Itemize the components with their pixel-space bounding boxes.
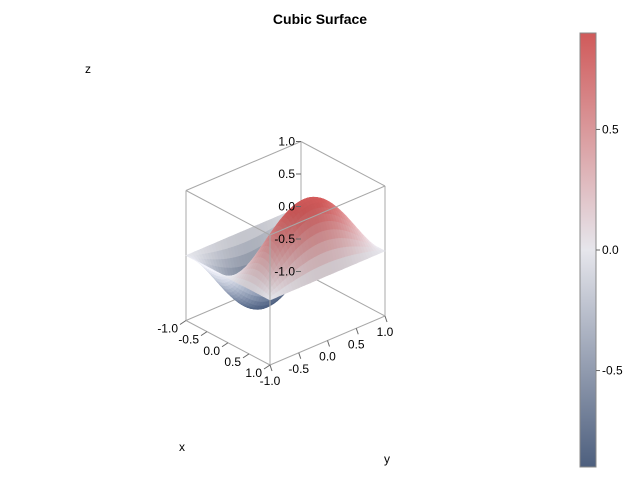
y-tick-label: 0.5 — [348, 337, 365, 351]
box-edge — [269, 185, 386, 236]
colorbar-tick-label: 0.5 — [602, 122, 619, 136]
x-tick-label: 0.5 — [224, 355, 241, 369]
z-tick-label: 0.5 — [278, 167, 295, 181]
chart-title: Cubic Surface — [273, 11, 367, 27]
surface — [185, 196, 386, 310]
y-tick-mark — [269, 364, 273, 372]
z-tick-label: 0.0 — [278, 200, 295, 214]
x-tick-mark — [179, 320, 187, 325]
y-tick-mark — [355, 328, 359, 335]
x-tick-mark — [263, 364, 271, 370]
y-tick-mark — [384, 315, 388, 323]
box-edge — [185, 190, 271, 236]
colorbar-tick-label: -0.5 — [602, 364, 623, 378]
x-tick-label: 0.0 — [203, 344, 220, 358]
x-tick-mark — [200, 331, 208, 337]
x-tick-mark — [221, 342, 229, 348]
x-tick-label: 1.0 — [245, 366, 262, 380]
surface-patch — [379, 249, 386, 253]
y-tick-label: 0.0 — [319, 350, 336, 364]
x-axis-label: x — [179, 440, 185, 454]
y-axis-label: y — [384, 452, 390, 466]
colorbar: -0.5 0.0 0.5 — [579, 32, 623, 468]
x-tick-label: -1.0 — [157, 322, 178, 336]
y-tick-label: -0.5 — [288, 362, 309, 376]
y-tick-label: -1.0 — [260, 374, 281, 388]
colorbar-gradient — [579, 32, 597, 468]
x-tick-mark — [242, 353, 250, 359]
box-edge — [185, 141, 302, 191]
box-edge — [300, 141, 386, 187]
z-tick-label: -1.0 — [274, 265, 295, 279]
y-tick-mark — [327, 340, 330, 347]
axis-ticks: -1.0-0.50.00.51.0-1.0-0.50.00.51.0-1.0-0… — [157, 135, 393, 389]
x-tick-label: -0.5 — [178, 333, 199, 347]
y-tick-mark — [298, 352, 302, 359]
z-tick-label: -0.5 — [274, 232, 295, 246]
z-axis-label: z — [85, 62, 91, 76]
colorbar-tick-label: 0.0 — [602, 243, 619, 257]
y-tick-label: 1.0 — [377, 325, 394, 339]
z-tick-label: 1.0 — [278, 135, 295, 149]
